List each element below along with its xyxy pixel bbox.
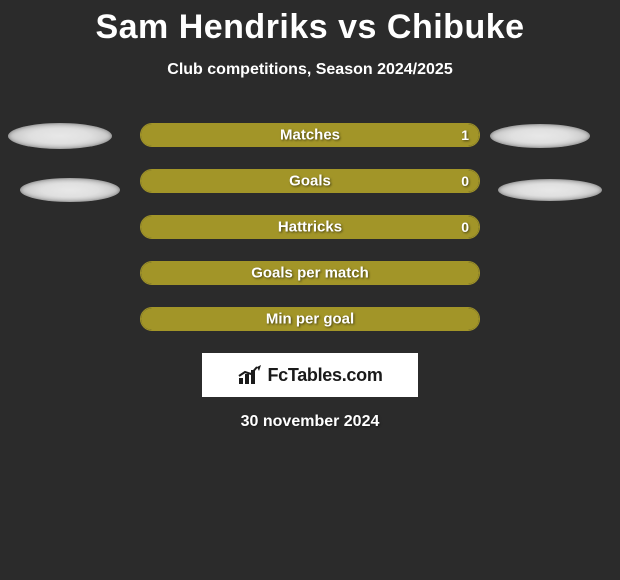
brand-logo: FcTables.com xyxy=(202,353,418,397)
brand-text: FcTables.com xyxy=(267,365,382,386)
stat-bar: Hattricks0 xyxy=(140,215,480,239)
stat-bar: Min per goal xyxy=(140,307,480,331)
stat-bar-left-fill xyxy=(141,262,310,284)
snapshot-date: 30 november 2024 xyxy=(0,413,620,431)
stat-bar: Goals per match xyxy=(140,261,480,285)
stat-bar-left-fill xyxy=(141,308,310,330)
player-shadow-right xyxy=(498,179,602,201)
page-title: Sam Hendriks vs Chibuke xyxy=(0,0,620,47)
player-shadow-right xyxy=(490,124,590,148)
stat-bar-right-fill xyxy=(141,170,479,192)
page-subtitle: Club competitions, Season 2024/2025 xyxy=(0,61,620,79)
stat-bar: Matches1 xyxy=(140,123,480,147)
stat-bar-right-fill xyxy=(310,308,479,330)
stat-bar-right-fill xyxy=(310,262,479,284)
comparison-bars: Matches1 Goals0 Hattricks0 Goals per match M… xyxy=(0,123,620,331)
player-shadow-left xyxy=(20,178,120,202)
stat-bar: Goals0 xyxy=(140,169,480,193)
comparison-stage: Matches1 Goals0 Hattricks0 Goals per match M… xyxy=(0,123,620,431)
stat-bar-right-fill xyxy=(141,216,479,238)
stat-bar-right-fill xyxy=(141,124,479,146)
player-shadow-left xyxy=(8,123,112,149)
chart-icon xyxy=(237,364,263,386)
